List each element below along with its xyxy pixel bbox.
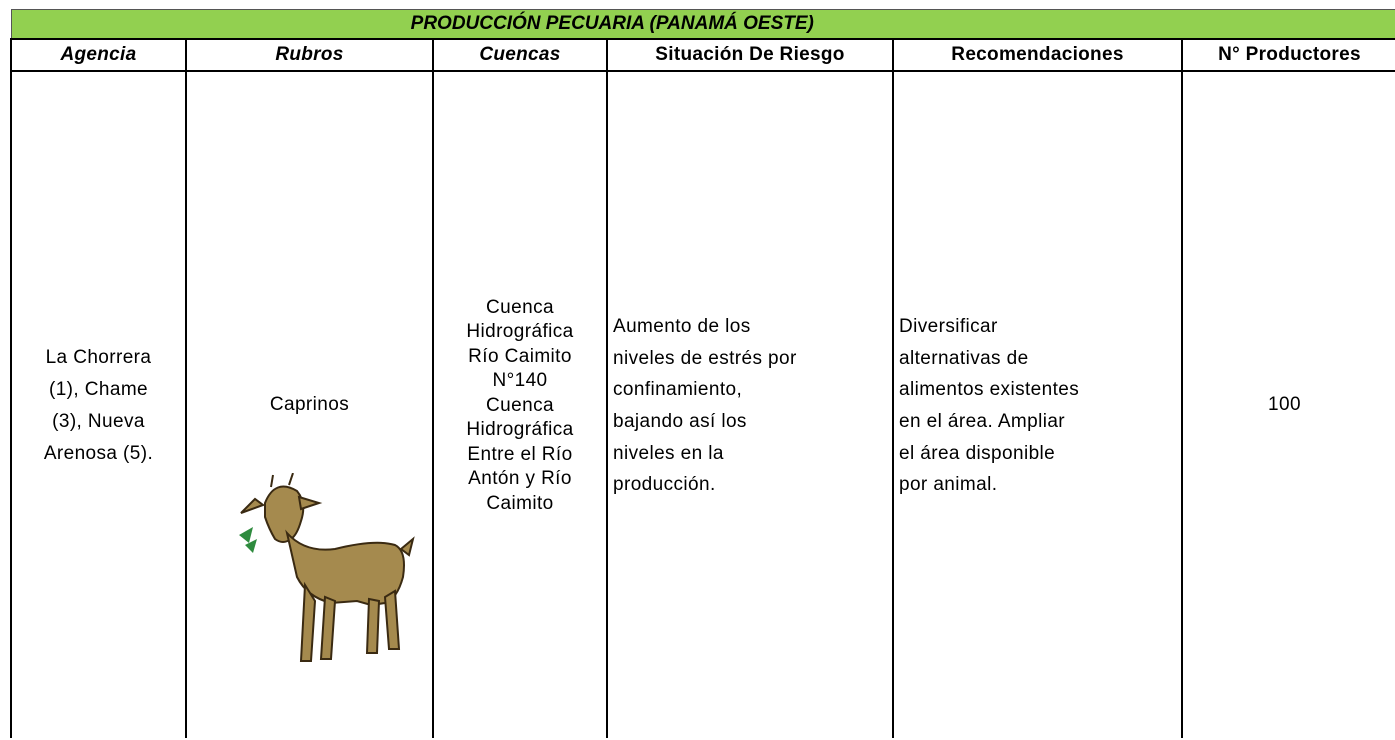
cell-content: Caprinos [187, 73, 432, 737]
cell-line: Cuenca [486, 296, 554, 318]
cell-line: niveles de estrés por [613, 347, 797, 369]
cell-line: niveles en la [613, 442, 724, 464]
table-cell: Diversificar alternativas de alimentos exi… [892, 70, 1183, 738]
cell-line: producción. [613, 474, 716, 496]
cell-line: 100 [1268, 394, 1301, 415]
cell-line: Caprinos [269, 394, 350, 415]
column-header: Cuencas [432, 38, 608, 72]
cell-line: Diversificar [899, 316, 998, 338]
cell-line: N°140 [492, 370, 548, 392]
column-header: N° Productores [1180, 38, 1395, 72]
column-header: Agencia [10, 38, 187, 72]
cell-content: La Chorrera (1), Chame (3), Nueva Arenosa (… [12, 72, 185, 738]
table-title: PRODUCCIÓN PECUARIA (PANAMÁ OESTE) [10, 9, 1395, 40]
table-cell: Cuenca Hidrográfica Río Caimito N°140 Cuenca… [432, 70, 608, 738]
cell-line: Hidrográfica [466, 321, 574, 343]
cell-line: por animal. [899, 474, 998, 496]
cell-line: La Chorrera [45, 347, 152, 368]
cell-line: en el área. Ampliar [899, 411, 1066, 432]
sheet: PRODUCCIÓN PECUARIA (PANAMÁ OESTE) Agenc… [10, 9, 1395, 740]
cell-content: Cuenca Hidrográfica Río Caimito N°140 Cuenca… [434, 72, 606, 738]
cell-line: bajando así los [613, 411, 747, 432]
cell-content: Diversificar alternativas de alimentos exi… [894, 72, 1181, 738]
data-table: PRODUCCIÓN PECUARIA (PANAMÁ OESTE) Agenc… [10, 9, 1395, 738]
cell-line: el área disponible [899, 442, 1056, 464]
table-cell: 100 [1180, 70, 1395, 738]
cell-line: alimentos existentes [899, 379, 1080, 401]
cell-line: Arenosa (5). [43, 443, 154, 464]
cell-line: Entre el Río [467, 443, 573, 465]
cell-line: Caimito [486, 492, 554, 514]
cell-line: (1), Chame [48, 379, 149, 400]
cell-line: (3), Nueva [52, 411, 145, 432]
column-header: Rubros [185, 38, 434, 72]
column-header: Recomendaciones [892, 38, 1183, 72]
goat-illustration [235, 472, 415, 674]
cell-line: Río Caimito [468, 345, 572, 367]
cell-line: Antón y Río [468, 468, 572, 490]
goat [239, 472, 415, 662]
column-header: Situación De Riesgo [606, 38, 894, 72]
cell-content: 100 [1183, 73, 1395, 737]
cell-line: alternativas de [899, 347, 1029, 369]
cell-line: Cuenca [486, 394, 554, 416]
cell-line: confinamiento, [613, 379, 743, 401]
cell-line: Hidrográfica [466, 419, 574, 441]
table-cell: Caprinos [185, 70, 434, 738]
table-cell: La Chorrera (1), Chame (3), Nueva Arenosa (… [10, 70, 187, 738]
cell-content: Aumento de los niveles de estrés por confi… [608, 72, 892, 738]
cell-line: Aumento de los [613, 316, 751, 338]
table-cell: Aumento de los niveles de estrés por confi… [606, 70, 894, 738]
